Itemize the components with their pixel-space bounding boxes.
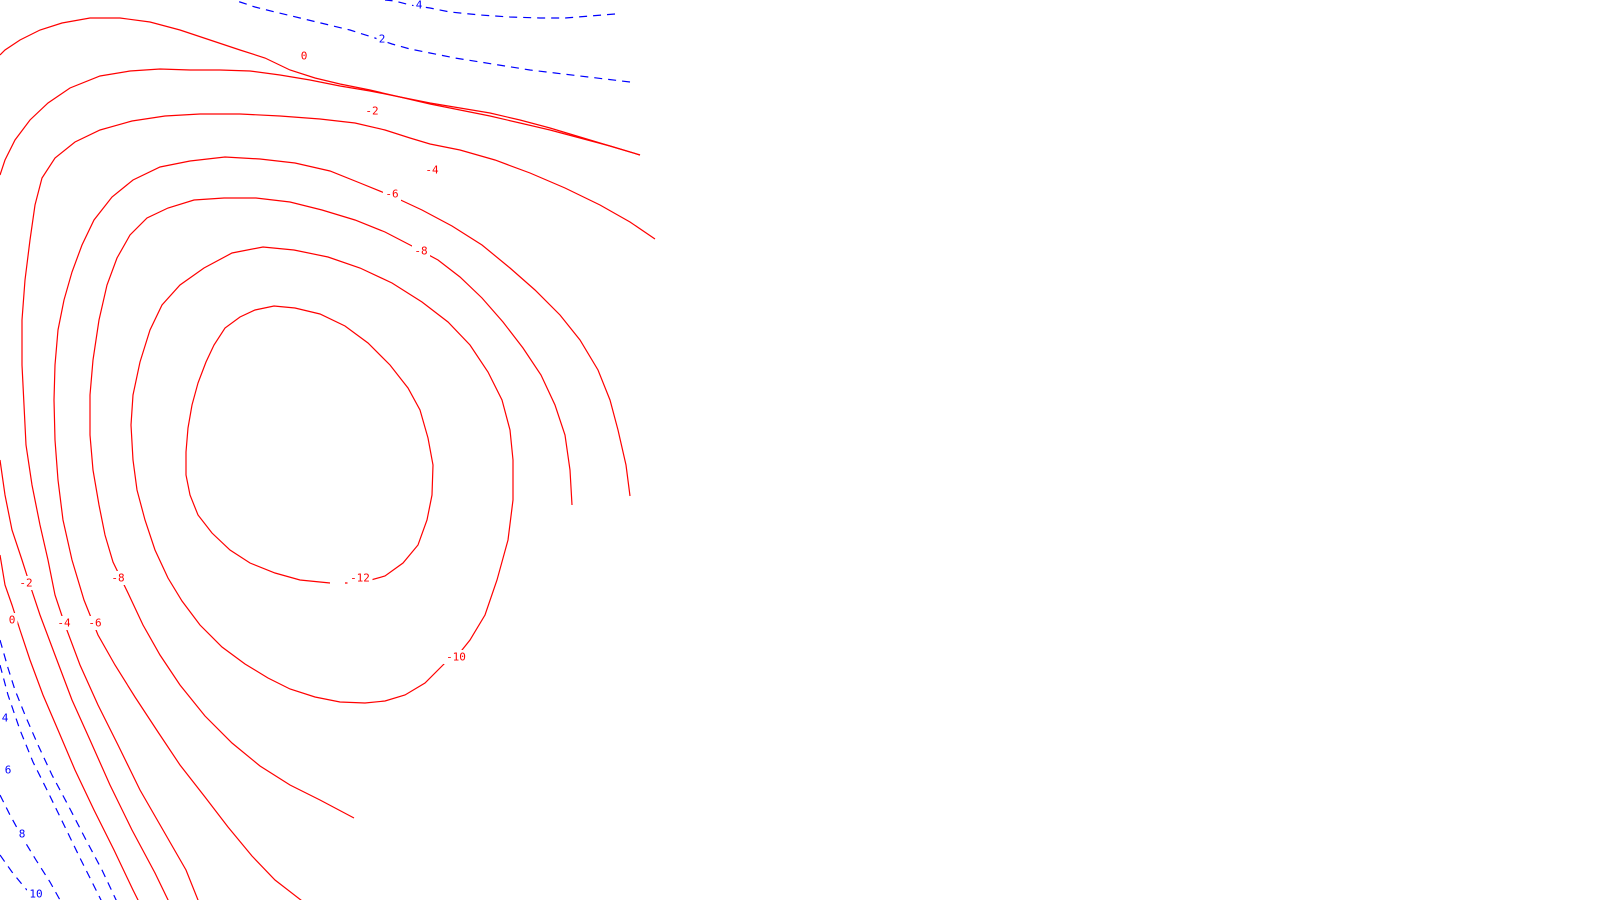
contour-label-neg2: -2 [365, 105, 378, 118]
contour-label-8: 8 [19, 828, 26, 841]
contour-label-0: 0 [9, 614, 16, 627]
contour-label-2: 2 [379, 33, 386, 46]
contour-label-neg4: -4 [425, 164, 439, 177]
contour-label-neg10: -10 [446, 651, 466, 664]
contour-line-0-8 [0, 554, 139, 900]
contour-label-0: 0 [301, 50, 308, 63]
contour-label-bg [412, 244, 430, 258]
contour-label-bg [347, 571, 373, 585]
contour-label-bg [55, 616, 73, 630]
contour-label-neg8: -8 [414, 245, 427, 258]
contour-label-bg [298, 49, 310, 63]
contour-label-bg [2, 763, 14, 777]
contour-line-neg12-0 [185, 305, 434, 584]
contour-line-neg2-5 [0, 68, 641, 176]
contour-line-6-12 [0, 664, 102, 900]
contour-label-bg [383, 187, 401, 201]
contour-label-bg [413, 0, 425, 12]
contour-label-neg4: -4 [57, 617, 71, 630]
contour-label-4: 4 [416, 0, 423, 12]
contour-label-bg [16, 827, 28, 841]
contour-label-bg [363, 104, 381, 118]
contour-line-2-10 [234, 0, 631, 83]
contour-line-neg10-1 [130, 246, 514, 704]
contour-line-0-7 [0, 17, 641, 156]
contour-label-neg6: -6 [88, 617, 101, 630]
contour-label-6: 6 [5, 764, 12, 777]
contour-label-neg6: -6 [385, 188, 398, 201]
contour-label-bg [0, 711, 11, 725]
contour-line-10-14 [0, 854, 39, 900]
contour-line-neg2-6 [0, 459, 169, 900]
contour-label-neg8: -8 [111, 572, 124, 585]
contour-line-neg4-4 [21, 113, 656, 900]
contour-label-neg2: -2 [19, 577, 32, 590]
contour-label-bg [27, 887, 45, 900]
contour-label-bg [17, 576, 35, 590]
contour-label-4: 4 [2, 712, 9, 725]
contour-label-bg [376, 32, 388, 46]
contour-label-neg12: -12 [350, 572, 370, 585]
contour-label-bg [423, 163, 441, 177]
contour-line-4-9 [384, 0, 616, 19]
contour-line-4-11 [0, 639, 117, 900]
contour-label-bg [86, 616, 104, 630]
contour-line-neg8-2 [89, 197, 573, 819]
contour-label-bg [109, 571, 127, 585]
contour-label-bg [443, 650, 469, 664]
contour-line-neg6-3 [53, 156, 631, 900]
contour-label-bg [6, 613, 18, 627]
contour-line-8-13 [0, 794, 61, 900]
contour-label-10: 10 [29, 888, 42, 900]
